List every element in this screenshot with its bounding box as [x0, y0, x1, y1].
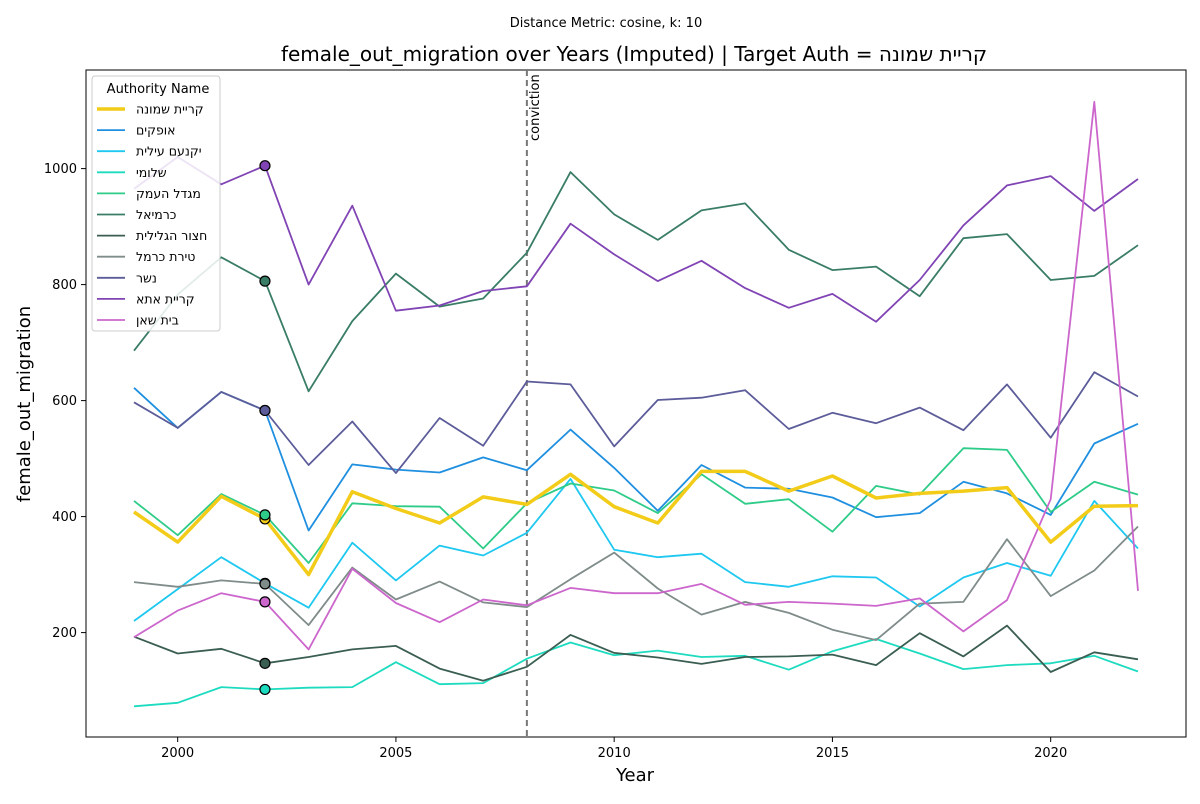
chart-legend: Authority Name קריית שמונה אופקים יקנעם עיל…: [91, 75, 221, 332]
series-line-4: [133, 447, 1139, 564]
series-line-10: [133, 101, 1139, 651]
conviction-label: conviction: [528, 74, 543, 141]
y-axis-label: female_out_migration: [14, 306, 35, 502]
legend-label-4: מגדל העמק: [136, 186, 201, 201]
chart-suptitle: Distance Metric: cosine, k: 10: [510, 16, 702, 31]
legend-box: [91, 75, 221, 332]
event-marker: conviction: [525, 70, 543, 737]
series-line-1: [133, 387, 1139, 532]
imputed-point-8: [259, 404, 271, 417]
legend-label-6: חצור הגלילית: [136, 228, 207, 243]
imputed-point-3: [259, 683, 271, 696]
imputed-point-7: [259, 578, 271, 590]
series-line-6: [133, 624, 1139, 682]
imputed-point-6: [259, 657, 271, 669]
imputed-point-9: [259, 160, 271, 172]
y-tick-label: 400: [52, 510, 77, 525]
series-line-7: [133, 525, 1139, 641]
x-tick-label: 2000: [161, 746, 194, 761]
x-tick-label: 2005: [379, 746, 412, 761]
series-line-5: [133, 171, 1139, 393]
series-line-8: [133, 371, 1139, 475]
x-tick-label: 2010: [598, 746, 631, 761]
x-axis-label: Year: [615, 765, 655, 786]
legend-label-0: קריית שמונה: [136, 102, 204, 117]
legend-label-7: טירת כרמל: [136, 249, 195, 264]
imputed-point-5: [259, 275, 271, 287]
axis-ticks: 2000 2005 2010 2015 2020 200 400 600 800 1000: [44, 162, 1067, 761]
series-line-2: [133, 477, 1139, 622]
imputed-markers: [259, 160, 271, 696]
series-lines: [133, 101, 1139, 708]
y-tick-label: 600: [52, 394, 77, 409]
plot-area: [85, 69, 1187, 738]
x-tick-label: 2015: [816, 746, 849, 761]
y-tick-label: 200: [52, 626, 77, 641]
legend-title: Authority Name: [107, 82, 210, 97]
legend-label-2: יקנעם עילית: [136, 144, 202, 159]
series-line-0: [133, 469, 1139, 577]
legend-label-10: בית שאן: [136, 313, 179, 328]
legend-label-5: כרמיאל: [136, 207, 176, 222]
y-tick-label: 800: [52, 278, 77, 293]
y-tick-label: 1000: [44, 162, 77, 177]
legend-label-3: שלומי: [136, 165, 167, 180]
legend-label-8: נשר: [136, 270, 157, 285]
legend-label-9: קריית אתא: [136, 291, 195, 306]
legend-label-1: אופקים: [136, 123, 176, 138]
chart-title: female_out_migration over Years (Imputed…: [281, 42, 987, 66]
imputed-point-10: [259, 596, 271, 608]
x-tick-label: 2020: [1034, 746, 1067, 761]
series-line-9: [133, 156, 1139, 323]
imputed-point-4: [259, 509, 271, 521]
series-line-3: [133, 638, 1139, 708]
